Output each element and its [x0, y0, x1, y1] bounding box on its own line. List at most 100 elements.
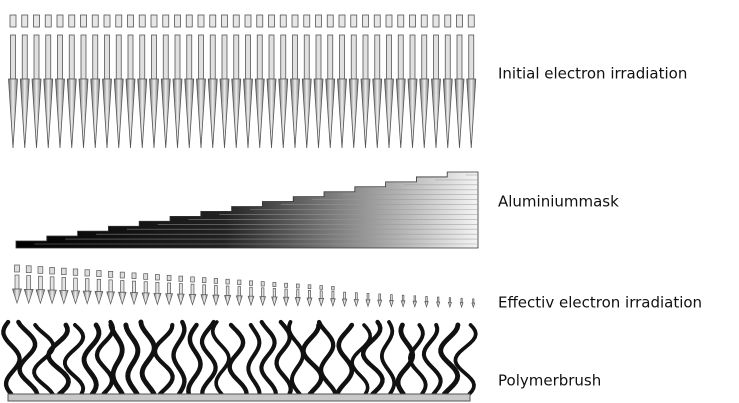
polymer-chain: [123, 322, 141, 397]
arrow-shaft: [198, 34, 204, 80]
arrow-head: [365, 299, 371, 308]
arrow-tail: [72, 268, 79, 276]
arrow-shaft: [448, 297, 451, 303]
arrow-tail: [256, 14, 264, 28]
arrow-head: [188, 294, 197, 306]
arrow-head: [176, 293, 185, 306]
mask-body: [15, 171, 479, 249]
arrow-head: [395, 78, 406, 149]
arrow-head: [412, 300, 418, 308]
arrow-head: [8, 78, 18, 149]
label: Initial electron irradiation: [498, 65, 687, 83]
arrow-shaft: [284, 288, 288, 298]
arrow-shaft: [268, 34, 275, 80]
arrow-tail: [326, 14, 334, 28]
polymer-chain: [171, 319, 187, 397]
arrow-shaft: [45, 34, 52, 80]
polymer-chain: [360, 319, 385, 397]
arrow-tail: [33, 14, 40, 28]
polymer-chain: [81, 322, 102, 397]
arrow-tail: [119, 271, 125, 279]
arrow-shaft: [390, 294, 393, 301]
arrow-head: [207, 78, 218, 149]
arrow-head: [266, 78, 277, 149]
arrow-shaft: [92, 34, 99, 80]
arrow-head: [23, 289, 34, 305]
arrow-tail: [80, 14, 87, 28]
arrow-head: [471, 302, 476, 309]
arrow-tail: [268, 14, 275, 28]
arrow-tail: [150, 14, 158, 28]
arrow-head: [436, 301, 441, 309]
arrow-shaft: [413, 295, 416, 302]
arrow-tail: [279, 14, 287, 28]
arrow-shaft: [456, 34, 463, 80]
polymer-chain: [186, 322, 203, 397]
polymer-chain: [46, 322, 71, 397]
arrow-shaft: [319, 290, 323, 299]
arrow-head: [31, 78, 42, 149]
arrow-shaft: [33, 34, 40, 80]
arrow-head: [59, 290, 69, 305]
arrow-shaft: [214, 285, 218, 296]
arrow-head: [160, 78, 171, 149]
arrow-shaft: [308, 289, 311, 299]
arrow-tail: [409, 14, 416, 28]
arrow-head: [348, 78, 359, 149]
arrow-tail: [307, 284, 312, 289]
arrow-tail: [456, 14, 463, 28]
polymer-chain: [350, 323, 372, 396]
arrow-shaft: [139, 34, 146, 80]
arrow-shaft: [237, 286, 241, 297]
arrow-head: [235, 295, 243, 307]
arrow-tail: [296, 283, 300, 289]
arrow-shaft: [202, 284, 206, 296]
arrow-tail: [174, 14, 181, 28]
arrow-head: [389, 300, 394, 308]
arrow-shaft: [468, 34, 475, 80]
arrow-tail: [143, 273, 149, 280]
arrow-tail: [397, 14, 405, 28]
arrow-head: [35, 289, 46, 305]
arrow-shaft: [366, 293, 370, 301]
arrow-tail: [444, 14, 452, 28]
polymer-chain: [334, 322, 355, 397]
arrow-shaft: [401, 294, 405, 302]
arrow-head: [106, 291, 115, 306]
arrow-tail: [338, 14, 346, 28]
arrow-tail: [131, 272, 137, 280]
arrow-shaft: [374, 34, 381, 80]
arrow-head: [172, 78, 183, 149]
polymer-chain: [453, 323, 478, 396]
arrow-head: [219, 78, 230, 149]
arrow-tail: [178, 275, 184, 282]
arrow-head: [254, 78, 265, 149]
arrow-shaft: [209, 34, 216, 80]
polymer-chain: [32, 323, 56, 396]
substrate: [7, 393, 471, 402]
arrow-tail: [385, 14, 393, 28]
arrow-tail: [49, 267, 55, 275]
arrow-head: [431, 78, 441, 149]
arrow-head: [353, 299, 359, 308]
arrow-shaft: [96, 278, 101, 292]
arrow-head: [442, 78, 453, 149]
arrow-shaft: [80, 34, 87, 80]
arrow-shaft: [421, 34, 428, 80]
arrow-shaft: [127, 34, 134, 80]
arrow-shaft: [280, 34, 287, 80]
arrow-head: [301, 78, 312, 149]
arrow-shaft: [221, 34, 228, 80]
arrow-shaft: [292, 34, 298, 80]
arrow-tail: [14, 264, 20, 273]
arrow-head: [90, 78, 101, 149]
arrow-head: [278, 78, 289, 149]
arrow-head: [384, 78, 394, 149]
polymer-chain: [108, 322, 125, 397]
arrow-tail: [91, 14, 99, 28]
arrow-shaft: [397, 34, 404, 80]
arrow-tail: [272, 282, 277, 288]
arrow-shaft: [38, 275, 43, 291]
arrow-tail: [331, 286, 335, 291]
